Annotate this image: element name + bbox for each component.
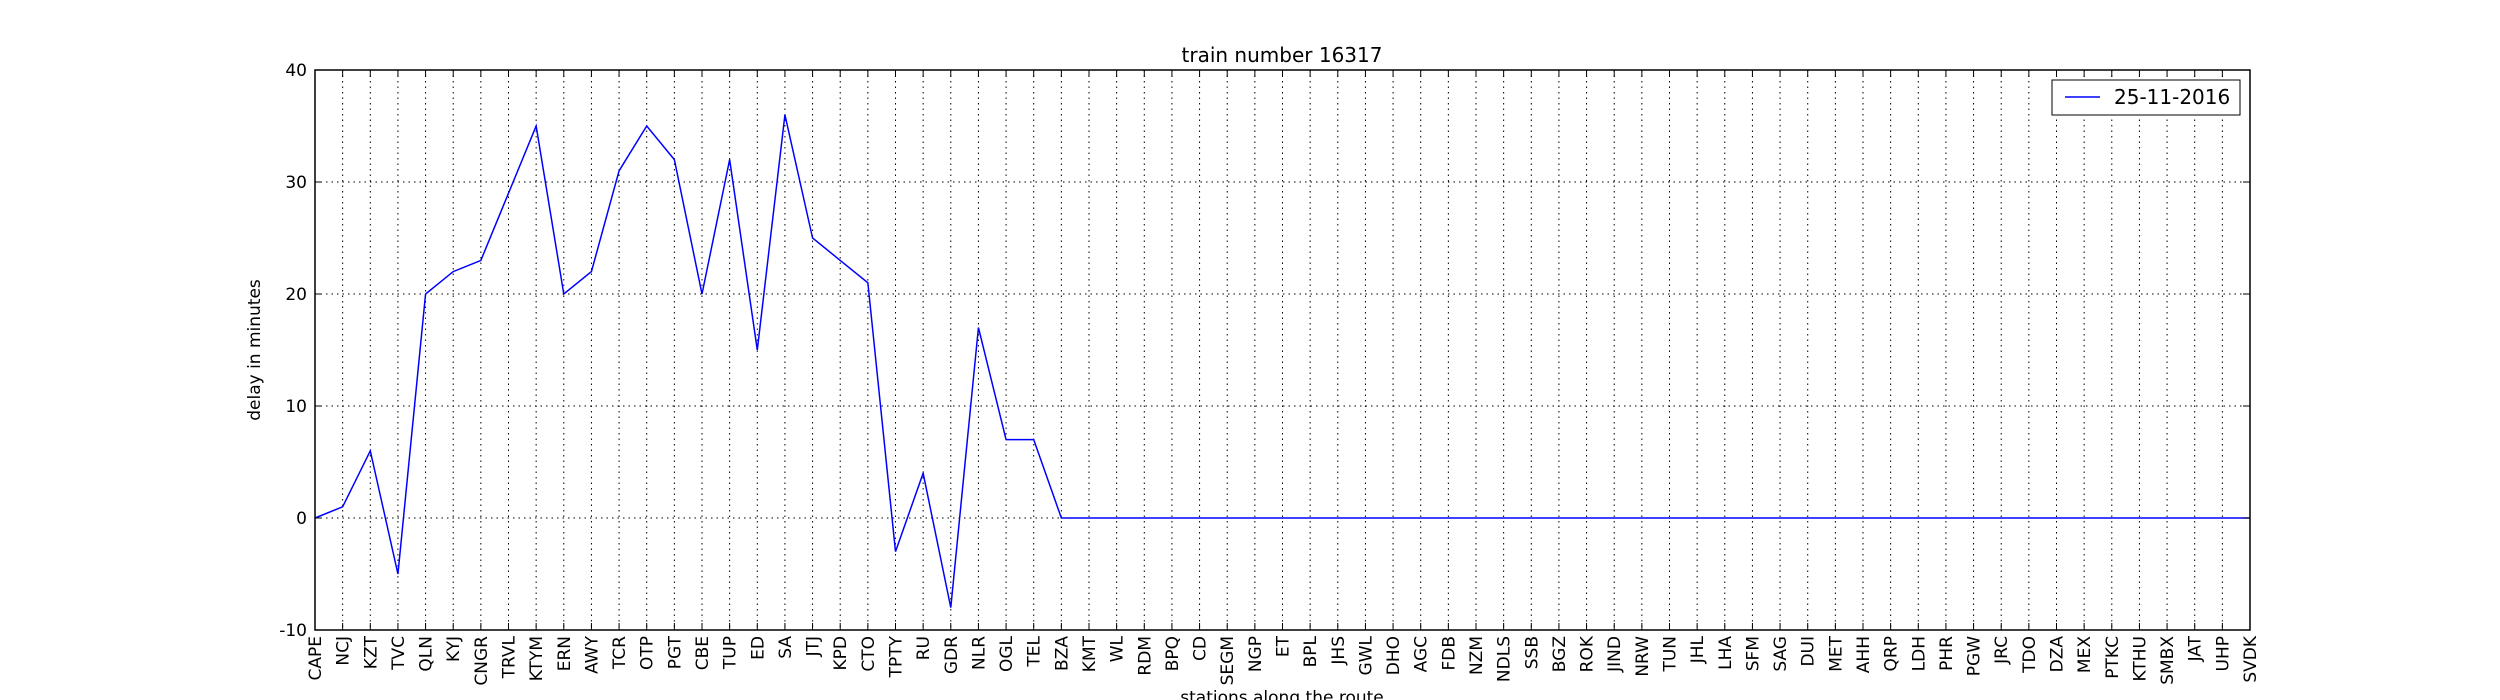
- x-tick-label: TUN: [1661, 636, 1681, 673]
- x-tick-label: JIND: [1605, 636, 1625, 673]
- x-tick-label: ET: [1274, 635, 1294, 657]
- x-tick-label: PGW: [1965, 636, 1985, 676]
- x-tick-label: OGL: [997, 635, 1017, 672]
- x-tick-label: ED: [748, 636, 768, 660]
- x-tick-label: SMBX: [2158, 636, 2178, 685]
- x-tick-label: JAT: [2186, 635, 2206, 662]
- x-tick-label: CTO: [859, 636, 879, 672]
- x-tick-label: LDH: [1909, 636, 1929, 671]
- x-tick-label: TCR: [610, 636, 630, 670]
- y-axis-ticks: -10 0 10 20 30 40: [279, 61, 2250, 641]
- x-tick-label: KYJ: [444, 636, 464, 662]
- y-axis-label: delay in minutes: [245, 279, 265, 421]
- x-tick-label: PGT: [665, 635, 685, 669]
- x-tick-label: NGP: [1246, 636, 1266, 672]
- legend: 25-11-2016: [2051, 79, 2241, 116]
- x-tick-label: QLN: [417, 636, 437, 672]
- x-tick-label: TEL: [1025, 635, 1045, 667]
- x-tick-label: AGC: [1412, 636, 1432, 672]
- x-tick-label: ROK: [1578, 635, 1598, 672]
- x-tick-label: DUI: [1799, 636, 1819, 667]
- x-tick-label: CBE: [693, 636, 713, 670]
- x-tick-label: NDLS: [1495, 636, 1515, 682]
- y-tick-label: 40: [285, 61, 307, 81]
- x-tick-label: KZT: [361, 635, 381, 669]
- x-tick-label: DHO: [1384, 636, 1404, 675]
- x-tick-label: NLR: [969, 636, 989, 670]
- x-tick-label: MET: [1826, 635, 1846, 671]
- y-tick-label: 20: [285, 285, 307, 305]
- x-tick-label: KPD: [831, 636, 851, 671]
- x-tick-label: TDO: [2020, 636, 2040, 674]
- y-tick-label: 0: [296, 509, 307, 529]
- x-tick-label: PHR: [1937, 636, 1957, 671]
- chart-title: train number 16317: [1182, 43, 1383, 67]
- x-tick-label: PTKC: [2103, 636, 2123, 679]
- x-tick-label: JTJ: [804, 636, 824, 657]
- x-tick-label: TPTY: [887, 635, 907, 678]
- x-tick-label: NZM: [1467, 636, 1487, 675]
- x-axis-ticks: CAPE NCJ KZT TVC QLN KYJ CNGR TRVL KTYM ERN AWY TCR…: [306, 70, 2261, 686]
- x-tick-label: KTYM: [527, 636, 547, 681]
- legend-entry-label: 25-11-2016: [2114, 85, 2230, 109]
- y-tick-label: 30: [285, 173, 307, 193]
- x-tick-label: MEX: [2075, 636, 2095, 673]
- x-tick-label: RDM: [1135, 636, 1155, 676]
- x-tick-label: ERN: [555, 636, 575, 671]
- x-tick-label: CAPE: [306, 636, 326, 681]
- x-tick-label: NCJ: [334, 636, 354, 666]
- x-tick-label: DZA: [2048, 636, 2068, 673]
- x-tick-label: SA: [776, 636, 796, 659]
- x-tick-label: BPL: [1301, 635, 1321, 667]
- series-layer: [314, 114, 2250, 608]
- x-tick-label: TRVL: [500, 635, 520, 679]
- x-tick-label: BZA: [1052, 636, 1072, 671]
- legend-box: [2051, 79, 2241, 116]
- x-tick-label: NRW: [1633, 636, 1653, 677]
- x-tick-label: UHP: [2213, 636, 2233, 671]
- y-tick-label: -10: [279, 621, 307, 641]
- x-tick-label: KTHU: [2130, 636, 2150, 681]
- x-tick-label: TVC: [389, 636, 409, 671]
- x-tick-label: SEGM: [1218, 636, 1238, 685]
- x-tick-label: JRC: [1992, 636, 2012, 665]
- x-tick-label: GWL: [1356, 635, 1376, 675]
- x-tick-label: SSB: [1522, 636, 1542, 669]
- x-tick-label: OTP: [638, 636, 658, 670]
- x-tick-label: CD: [1191, 636, 1211, 661]
- x-tick-label: WL: [1108, 635, 1128, 662]
- x-tick-label: SVDK: [2241, 635, 2261, 683]
- y-tick-label: 10: [285, 397, 307, 417]
- x-tick-label: QRP: [1882, 636, 1902, 671]
- x-tick-label: FDB: [1439, 636, 1459, 671]
- x-tick-label: JHL: [1688, 635, 1708, 664]
- x-tick-label: BPQ: [1163, 636, 1183, 671]
- x-tick-label: AHH: [1854, 636, 1874, 673]
- x-tick-label: BGZ: [1550, 636, 1570, 672]
- x-tick-label: JHS: [1329, 636, 1349, 666]
- x-tick-label: CNGR: [472, 636, 492, 686]
- x-tick-label: GDR: [942, 636, 962, 674]
- x-tick-label: TUP: [721, 636, 741, 670]
- x-tick-label: SFM: [1743, 636, 1763, 671]
- x-tick-label: KMT: [1080, 635, 1100, 672]
- x-tick-label: RU: [914, 636, 934, 660]
- x-axis-label: stations along the route: [1180, 688, 1384, 700]
- x-tick-label: AWY: [582, 635, 602, 674]
- series-line-0: [314, 114, 2250, 608]
- x-tick-label: SAG: [1771, 636, 1791, 672]
- grid-lines: [315, 70, 2250, 630]
- x-tick-label: LHA: [1716, 636, 1736, 670]
